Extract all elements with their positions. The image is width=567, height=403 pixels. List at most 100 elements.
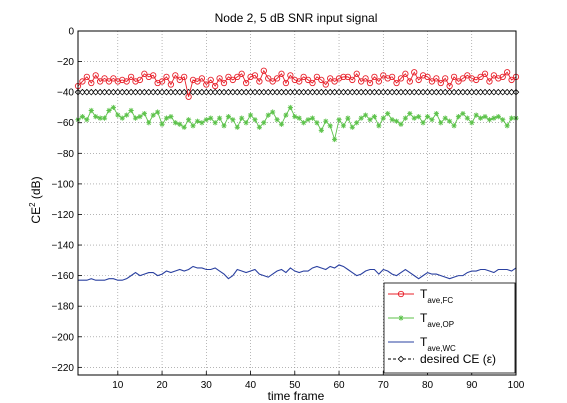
data-point <box>172 88 179 96</box>
data-point <box>83 73 90 81</box>
legend-box <box>383 282 516 374</box>
data-point <box>158 78 166 85</box>
series-0 <box>74 67 520 100</box>
data-point <box>212 82 219 90</box>
data-point <box>313 88 321 96</box>
data-point <box>388 88 396 96</box>
data-point <box>198 75 206 82</box>
data-point <box>154 79 161 87</box>
data-point <box>429 117 435 123</box>
data-point <box>459 75 467 82</box>
data-point <box>168 114 174 120</box>
data-point <box>393 88 400 96</box>
data-point <box>326 88 334 96</box>
data-point <box>141 70 148 77</box>
data-point <box>447 118 453 124</box>
x-tick-label: 80 <box>422 380 434 391</box>
data-point <box>207 76 214 84</box>
y-axis-label: CE2 (dB) <box>28 176 43 223</box>
data-point <box>451 123 457 129</box>
data-point <box>287 104 293 111</box>
data-point <box>384 75 391 82</box>
y-tick-label: −180 <box>51 302 74 313</box>
data-point <box>158 88 166 96</box>
data-point <box>96 78 104 85</box>
data-point <box>141 88 148 96</box>
data-point <box>123 78 130 85</box>
legend-label-sub: ave,WC <box>427 344 456 353</box>
data-point <box>455 88 462 96</box>
data-point <box>88 107 94 114</box>
data-point <box>114 78 121 85</box>
data-point <box>362 75 369 82</box>
data-point <box>110 75 117 82</box>
data-point <box>415 88 422 96</box>
data-point <box>340 88 347 96</box>
data-point <box>419 88 427 96</box>
data-point <box>367 117 373 123</box>
data-point <box>149 88 157 96</box>
data-point <box>464 115 470 121</box>
data-point <box>141 110 147 117</box>
data-point <box>97 115 103 121</box>
data-point <box>464 88 471 96</box>
data-point <box>433 88 440 96</box>
data-point <box>203 88 210 96</box>
data-point <box>478 115 484 121</box>
data-point <box>450 88 458 96</box>
data-point <box>402 115 408 121</box>
y-tick-label: −80 <box>57 149 74 160</box>
data-point <box>216 88 223 96</box>
data-point <box>491 115 497 121</box>
data-point <box>229 88 237 96</box>
data-point <box>136 88 144 96</box>
data-point <box>273 88 281 96</box>
data-point <box>428 88 436 96</box>
data-point <box>79 78 86 85</box>
data-point <box>357 88 365 96</box>
data-point <box>251 72 259 79</box>
chart-title: Node 2, 5 dB SNR input signal <box>215 11 378 25</box>
x-tick-label: 60 <box>333 380 345 391</box>
data-point <box>424 73 431 81</box>
legend-marker <box>397 290 405 298</box>
y-tick-label: −200 <box>51 332 74 343</box>
data-point <box>291 76 298 84</box>
legend-entry: desired CE (ε) <box>388 352 496 366</box>
data-point <box>393 118 400 124</box>
data-point <box>207 88 214 96</box>
data-point <box>247 73 254 81</box>
data-point <box>93 114 99 120</box>
data-point <box>469 120 475 126</box>
y-axis-label-unit: (dB) <box>29 176 43 199</box>
data-point <box>301 120 307 126</box>
x-axis-label: time frame <box>268 389 325 403</box>
data-point <box>438 120 444 126</box>
data-point <box>292 114 298 120</box>
data-point <box>376 123 382 129</box>
data-point <box>132 88 139 96</box>
data-point <box>234 73 241 81</box>
data-point <box>393 79 400 87</box>
data-point <box>402 88 409 96</box>
data-point <box>358 78 365 85</box>
legend-label-main: T <box>420 335 428 349</box>
data-point <box>304 88 312 96</box>
data-point <box>247 112 254 118</box>
data-point <box>322 81 329 88</box>
data-point <box>225 88 232 96</box>
data-point <box>419 72 427 79</box>
data-point <box>163 115 170 121</box>
data-point <box>115 112 121 118</box>
data-point <box>305 117 311 123</box>
data-point <box>101 115 108 121</box>
data-point <box>482 114 488 120</box>
data-point <box>260 67 267 74</box>
x-tick-label: 70 <box>378 380 390 391</box>
data-point <box>318 88 325 96</box>
data-point <box>450 73 458 81</box>
data-point <box>154 88 161 96</box>
data-point <box>424 114 431 120</box>
y-tick-label: −60 <box>57 118 74 129</box>
data-point <box>136 76 144 84</box>
